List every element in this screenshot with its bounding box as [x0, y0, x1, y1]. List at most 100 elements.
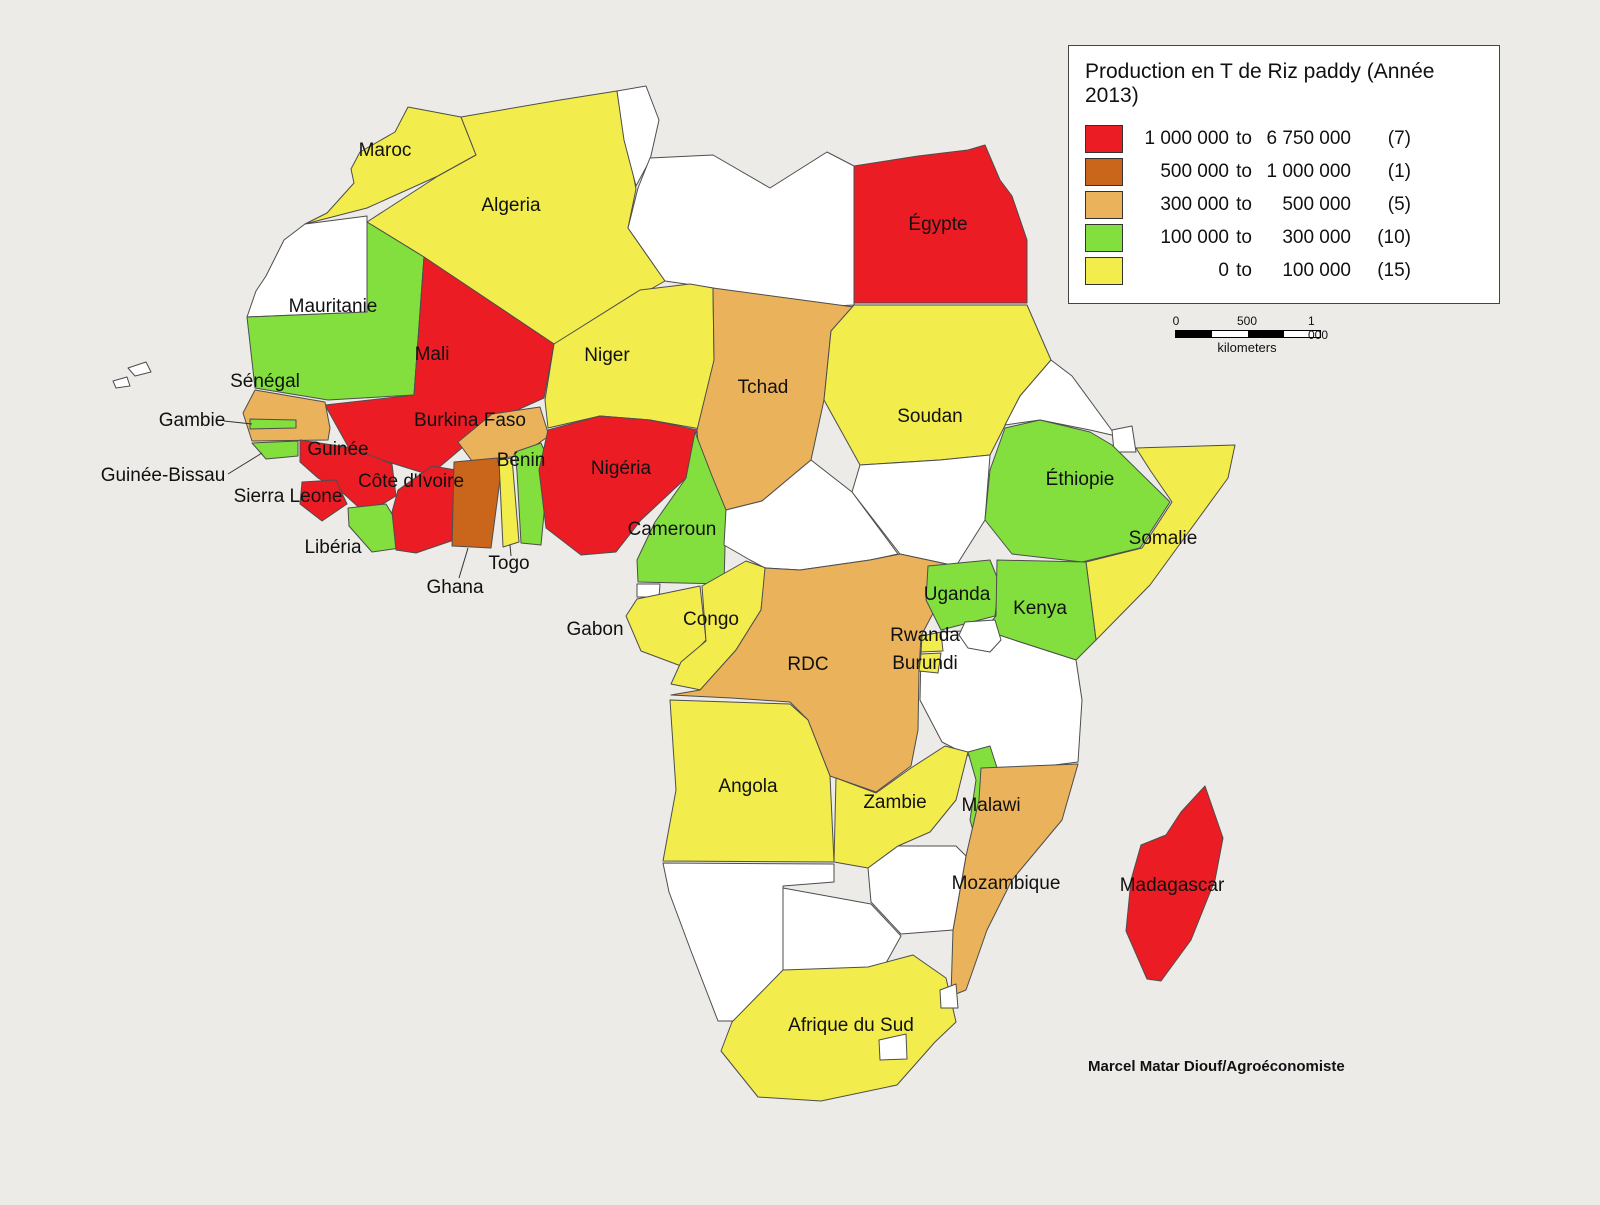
label-leader-line	[223, 420, 253, 425]
legend-range-low: 100 000	[1160, 226, 1229, 248]
legend-row-4: 100 000 to 300 000 (10)	[1085, 221, 1483, 254]
country-label-algerie: Algeria	[481, 195, 541, 216]
country-ghana	[451, 457, 502, 549]
country-label-tchad: Tchad	[738, 377, 789, 398]
legend-range-high: 6 750 000	[1266, 127, 1351, 149]
legend-count: (10)	[1377, 226, 1411, 248]
country-burundi	[918, 652, 942, 674]
legend-swatch-red	[1085, 124, 1123, 153]
country-label-ethiopie: Éthiopie	[1046, 469, 1115, 490]
country-label-rwanda: Rwanda	[890, 625, 960, 646]
legend-title: Production en T de Riz paddy (Année 2013…	[1085, 60, 1435, 107]
scale-tick-500: 500	[1236, 314, 1258, 328]
legend-swatch-green	[1085, 223, 1123, 252]
country-label-senegal: Sénégal	[230, 371, 300, 392]
legend-swatch-yellow	[1085, 256, 1123, 285]
country-label-uganda: Uganda	[924, 584, 991, 605]
country-label-kenya: Kenya	[1013, 598, 1067, 619]
country-libye	[627, 151, 855, 311]
country-label-somalie: Somalie	[1129, 528, 1198, 549]
country-sierra-leone	[299, 479, 348, 522]
legend-to-word: to	[1236, 160, 1252, 182]
country-label-malawi: Malawi	[961, 795, 1020, 816]
country-nigeria	[538, 415, 698, 556]
country-label-congo: Congo	[683, 609, 739, 630]
country-rwanda	[920, 631, 944, 653]
label-leader-lines	[223, 420, 512, 579]
legend-to-word: to	[1236, 226, 1252, 248]
scale-bar-segments	[1175, 330, 1321, 338]
scale-bar-ticks: 0 500 1 000	[1172, 314, 1328, 342]
legend-range-high: 100 000	[1282, 259, 1351, 281]
country-label-guinee: Guinée	[307, 439, 368, 460]
country-label-burkina-faso: Burkina Faso	[414, 410, 526, 431]
legend-to-word: to	[1236, 259, 1252, 281]
country-label-soudan: Soudan	[897, 406, 963, 427]
country-label-mali: Mali	[415, 344, 450, 365]
country-zimbabwe	[867, 845, 967, 935]
scale-tick-1000: 1 000	[1307, 314, 1329, 342]
legend-count: (1)	[1387, 160, 1411, 182]
legend-to-word: to	[1236, 127, 1252, 149]
legend-swatch-orange	[1085, 157, 1123, 186]
country-label-egypte: Égypte	[908, 214, 967, 235]
country-label-cote-d-ivoire: Côte d'Ivoire	[358, 471, 464, 492]
country-mozambique	[950, 763, 1079, 997]
legend-row-1: 1 000 000 to 6 750 000 (7)	[1085, 122, 1483, 155]
legend-row-5: 0 to 100 000 (15)	[1085, 254, 1483, 287]
country-label-togo: Togo	[488, 553, 529, 574]
author-credit: Marcel Matar Diouf/Agroéconomiste	[1088, 1058, 1345, 1075]
country-label-rdc: RDC	[787, 654, 828, 675]
country-angola	[662, 699, 835, 863]
scale-bar: 0 500 1 000 kilometers	[1172, 314, 1328, 355]
country-label-angola: Angola	[718, 776, 778, 797]
label-leader-line	[458, 547, 469, 579]
legend-to-word: to	[1236, 193, 1252, 215]
country-label-madagascar: Madagascar	[1120, 875, 1225, 896]
country-label-mozambique: Mozambique	[952, 873, 1061, 894]
country-labels: Maroc Algeria Égypte Mauritanie Mali Niger Tch…	[101, 140, 1225, 1036]
country-label-ghana: Ghana	[426, 577, 483, 598]
legend-row-3: 300 000 to 500 000 (5)	[1085, 188, 1483, 221]
legend-count: (5)	[1387, 193, 1411, 215]
country-cameroun	[636, 431, 727, 585]
country-madagascar	[1125, 785, 1224, 982]
country-lesotho	[878, 1033, 908, 1061]
legend-count: (7)	[1387, 127, 1411, 149]
country-rdc	[670, 553, 957, 793]
country-togo	[498, 457, 520, 548]
legend-range-low: 300 000	[1160, 193, 1229, 215]
legend-range-low: 1 000 000	[1144, 127, 1229, 149]
legend-box: Production en T de Riz paddy (Année 2013…	[1068, 45, 1500, 304]
country-ile-atlantique-1	[127, 361, 152, 377]
label-leader-line	[227, 452, 263, 475]
legend-range-high: 1 000 000	[1266, 160, 1351, 182]
country-label-maroc: Maroc	[359, 140, 412, 161]
country-gambie	[249, 418, 297, 430]
country-shapes	[112, 85, 1236, 1102]
country-afrique-du-sud	[720, 954, 957, 1102]
country-label-afrique-du-sud: Afrique du Sud	[788, 1015, 914, 1036]
country-guinee-bissau	[251, 440, 299, 460]
country-label-sierra-leone: Sierra Leone	[234, 486, 343, 507]
legend-count: (15)	[1377, 259, 1411, 281]
country-label-nigeria: Nigéria	[591, 458, 652, 479]
legend-swatch-tan	[1085, 190, 1123, 219]
country-djibouti	[1111, 425, 1137, 453]
scale-tick-0: 0	[1172, 314, 1180, 328]
country-label-liberia: Libéria	[304, 537, 361, 558]
country-label-benin: Bénin	[497, 450, 546, 471]
legend-range-low: 500 000	[1160, 160, 1229, 182]
scale-bar-unit: kilometers	[1217, 340, 1277, 355]
country-ile-atlantique-2	[112, 376, 131, 389]
country-erythree	[1004, 359, 1117, 437]
country-uganda	[925, 559, 1000, 631]
legend-range-high: 500 000	[1282, 193, 1351, 215]
country-label-niger: Niger	[584, 345, 630, 366]
country-label-cameroun: Cameroun	[628, 519, 717, 540]
country-zambie	[833, 745, 969, 869]
country-label-gambie: Gambie	[159, 410, 226, 431]
country-label-burundi: Burundi	[892, 653, 958, 674]
